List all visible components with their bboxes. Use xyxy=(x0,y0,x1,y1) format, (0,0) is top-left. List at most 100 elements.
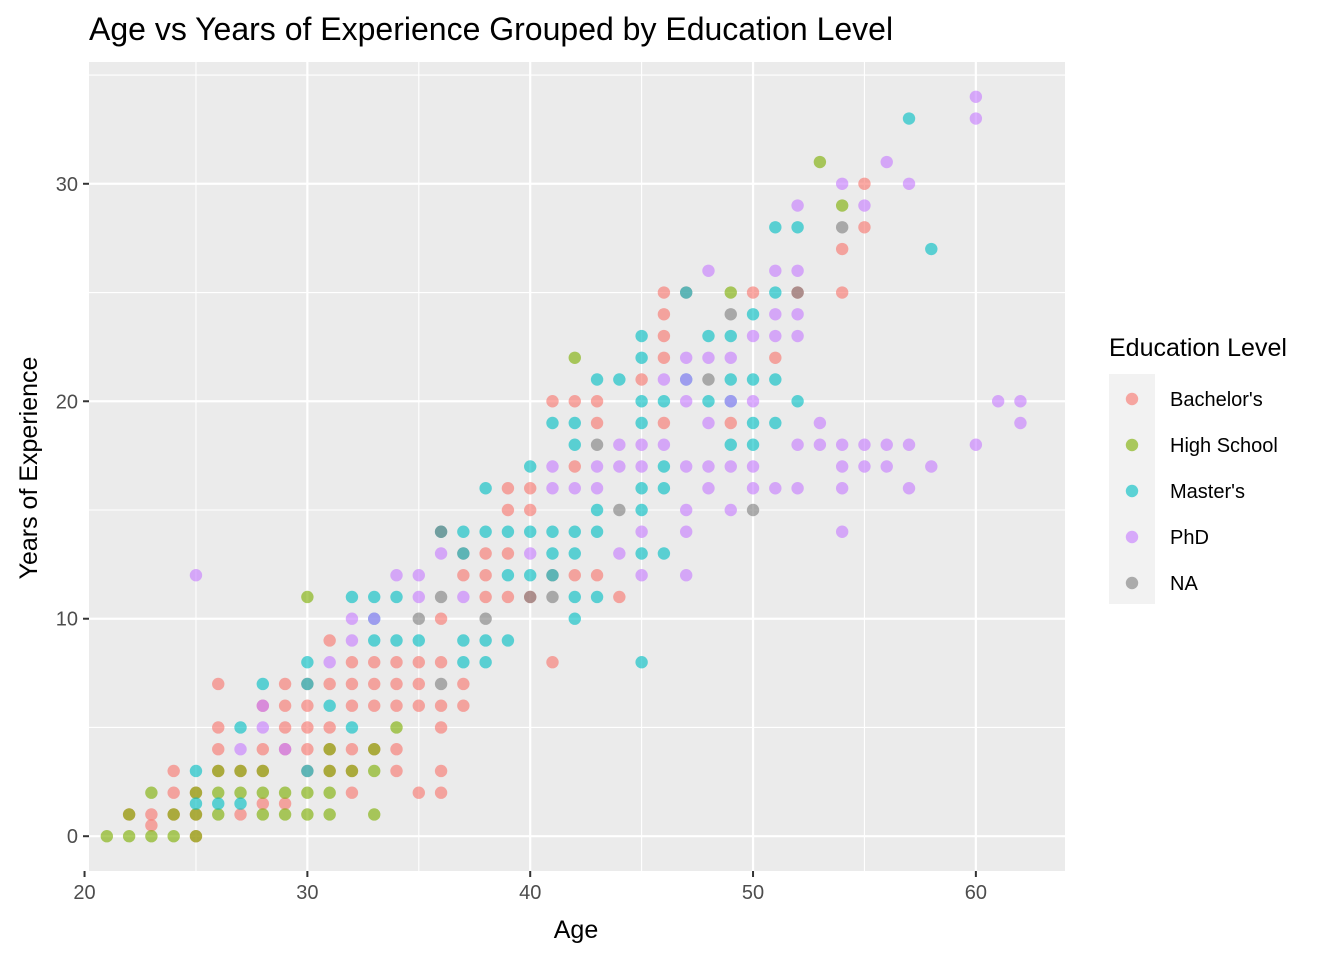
point-bachelor-s xyxy=(568,569,581,582)
point-bachelor-s xyxy=(301,721,314,734)
point-master-s xyxy=(301,677,314,691)
point-bachelor-s xyxy=(167,786,180,799)
point-phd xyxy=(791,308,804,321)
point-master-s xyxy=(479,634,492,647)
point-master-s xyxy=(390,634,403,647)
point-phd xyxy=(791,329,804,343)
point-bachelor-s xyxy=(434,721,448,734)
point-phd xyxy=(880,438,893,451)
point-bachelor-s xyxy=(368,677,381,691)
point-bachelor-s xyxy=(657,286,671,299)
x-axis-title: Age xyxy=(554,916,598,944)
point-phd xyxy=(412,569,425,582)
point-high-school xyxy=(122,830,136,843)
point-master-s xyxy=(635,351,648,364)
point-bachelor-s xyxy=(345,656,359,669)
point-phd xyxy=(345,612,359,625)
point-phd xyxy=(657,373,671,386)
y-tick-label: 0 xyxy=(67,826,78,848)
point-high-school xyxy=(256,764,270,778)
point-high-school xyxy=(368,764,381,778)
point-high-school xyxy=(189,808,203,821)
point-master-s xyxy=(746,438,760,451)
point-bachelor-s xyxy=(457,699,470,712)
point-phd xyxy=(635,569,648,582)
point-phd xyxy=(902,438,916,451)
point-na xyxy=(835,221,849,234)
x-tick-label: 50 xyxy=(742,882,764,904)
point-phd xyxy=(969,112,983,125)
point-high-school xyxy=(323,786,336,799)
point-phd xyxy=(702,482,715,495)
point-phd xyxy=(858,438,871,451)
point-phd xyxy=(679,525,693,538)
point-master-s xyxy=(635,416,648,430)
point-phd xyxy=(613,438,626,451)
point-master-s xyxy=(657,482,671,495)
point-master-s xyxy=(457,634,470,647)
point-master-s xyxy=(479,525,492,538)
legend-key xyxy=(1125,438,1139,452)
point-phd xyxy=(835,525,849,538)
point-na xyxy=(434,677,448,691)
point-high-school xyxy=(100,830,114,843)
point-master-s xyxy=(568,438,581,451)
point-bachelor-s xyxy=(546,656,559,669)
point-phd xyxy=(746,329,760,343)
point-bachelor-s xyxy=(368,699,381,712)
point-bachelor-s xyxy=(590,395,604,408)
point-phd xyxy=(368,612,381,625)
point-bachelor-s xyxy=(434,612,448,625)
point-high-school xyxy=(368,743,381,756)
point-bachelor-s xyxy=(345,699,359,712)
point-high-school xyxy=(212,764,225,778)
point-phd xyxy=(746,482,760,495)
point-phd xyxy=(769,329,782,343)
point-master-s xyxy=(702,395,715,408)
point-bachelor-s xyxy=(256,743,270,756)
point-phd xyxy=(746,460,760,473)
point-na xyxy=(746,503,760,517)
point-phd xyxy=(613,460,626,473)
point-master-s xyxy=(769,286,782,299)
point-phd xyxy=(835,482,849,495)
point-master-s xyxy=(479,482,492,495)
point-master-s xyxy=(769,221,782,234)
point-high-school xyxy=(145,786,158,799)
point-master-s xyxy=(457,547,470,560)
point-phd xyxy=(969,438,983,451)
point-na xyxy=(724,308,737,321)
point-master-s xyxy=(568,525,581,538)
legend-label: NA xyxy=(1170,573,1198,595)
x-tick-label: 60 xyxy=(965,882,987,904)
point-bachelor-s xyxy=(278,699,292,712)
point-master-s xyxy=(457,525,470,538)
legend-key xyxy=(1125,576,1139,590)
point-phd xyxy=(412,590,425,604)
point-phd xyxy=(635,460,648,473)
point-bachelor-s xyxy=(434,764,448,778)
point-phd xyxy=(657,438,671,451)
point-bachelor-s xyxy=(724,416,737,430)
point-phd xyxy=(702,264,715,277)
plot-panel xyxy=(83,62,1065,871)
point-high-school xyxy=(323,808,336,821)
point-master-s xyxy=(724,329,737,343)
point-master-s xyxy=(345,721,359,734)
point-phd xyxy=(256,721,270,734)
point-bachelor-s xyxy=(746,286,760,299)
point-bachelor-s xyxy=(524,503,537,517)
point-high-school xyxy=(345,764,359,778)
point-bachelor-s xyxy=(212,677,225,691)
point-na xyxy=(702,373,715,386)
x-axis: 20 30 40 50 60 xyxy=(73,871,987,904)
point-bachelor-s xyxy=(323,677,336,691)
point-high-school xyxy=(301,786,314,799)
point-master-s xyxy=(189,764,203,778)
point-phd xyxy=(724,503,737,517)
point-bachelor-s xyxy=(345,743,359,756)
point-na xyxy=(434,525,448,538)
point-phd xyxy=(546,460,559,473)
point-phd xyxy=(769,308,782,321)
